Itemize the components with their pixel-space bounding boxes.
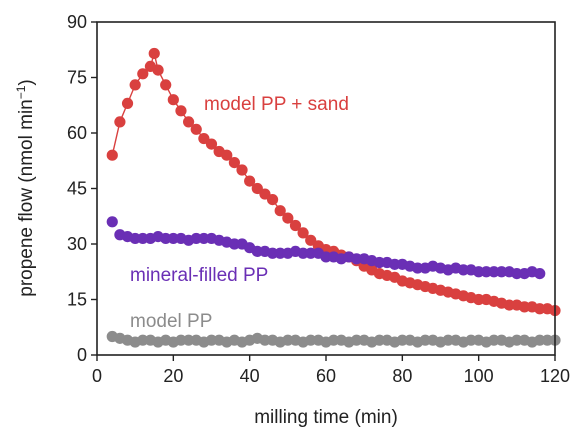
x-tick-label: 20 bbox=[163, 366, 183, 386]
y-axis-title: propene flow (nmol min−1) bbox=[14, 79, 37, 297]
data-point bbox=[106, 216, 118, 228]
data-point bbox=[148, 47, 160, 60]
data-point bbox=[106, 149, 118, 161]
series-label-model-pp: model PP bbox=[130, 311, 212, 332]
data-point bbox=[274, 205, 286, 217]
x-axis: 0 20 40 60 80 100 120 bbox=[92, 355, 570, 386]
data-point bbox=[297, 227, 309, 239]
x-tick-label: 120 bbox=[540, 366, 570, 386]
data-point bbox=[205, 138, 218, 150]
y-tick-label: 30 bbox=[67, 234, 87, 254]
y-tick-label: 45 bbox=[67, 179, 87, 199]
data-point bbox=[244, 175, 256, 187]
y-axis: 0 15 30 45 60 75 90 bbox=[67, 12, 97, 365]
data-point bbox=[121, 97, 134, 109]
y-axis-title-close: ) bbox=[16, 79, 37, 85]
y-tick-label: 0 bbox=[77, 345, 87, 365]
data-point bbox=[221, 149, 233, 161]
data-point bbox=[152, 64, 164, 76]
data-point bbox=[266, 194, 279, 206]
y-axis-title-main: propene flow (nmol min bbox=[16, 99, 37, 296]
data-point bbox=[160, 79, 172, 91]
data-point bbox=[228, 157, 240, 169]
data-point bbox=[289, 219, 302, 232]
x-tick-label: 100 bbox=[464, 366, 494, 386]
y-tick-label: 90 bbox=[67, 12, 87, 32]
series-2 bbox=[106, 330, 561, 348]
data-point bbox=[190, 123, 202, 135]
y-tick-label: 75 bbox=[67, 68, 87, 88]
x-tick-label: 0 bbox=[92, 366, 102, 386]
x-tick-label: 80 bbox=[392, 366, 412, 386]
series-1 bbox=[106, 216, 546, 280]
series-0 bbox=[106, 47, 561, 317]
y-tick-label: 15 bbox=[67, 290, 87, 310]
series-label-model-pp-sand: model PP + sand bbox=[204, 94, 349, 115]
data-point bbox=[183, 116, 195, 128]
data-point bbox=[282, 212, 294, 224]
data-point bbox=[167, 94, 179, 106]
x-axis-title: milling time (min) bbox=[254, 407, 398, 428]
x-tick-label: 60 bbox=[316, 366, 336, 386]
data-point bbox=[129, 79, 141, 91]
data-point bbox=[114, 116, 126, 128]
plot-series bbox=[106, 47, 561, 348]
data-point bbox=[137, 68, 149, 80]
y-axis-title-sup: −1 bbox=[14, 85, 28, 99]
series-label-mineral-filled-pp: mineral-filled PP bbox=[130, 265, 268, 286]
y-tick-label: 60 bbox=[67, 123, 87, 143]
x-tick-label: 40 bbox=[240, 366, 260, 386]
data-point bbox=[236, 164, 248, 176]
data-point bbox=[175, 105, 187, 117]
data-point bbox=[534, 268, 546, 280]
